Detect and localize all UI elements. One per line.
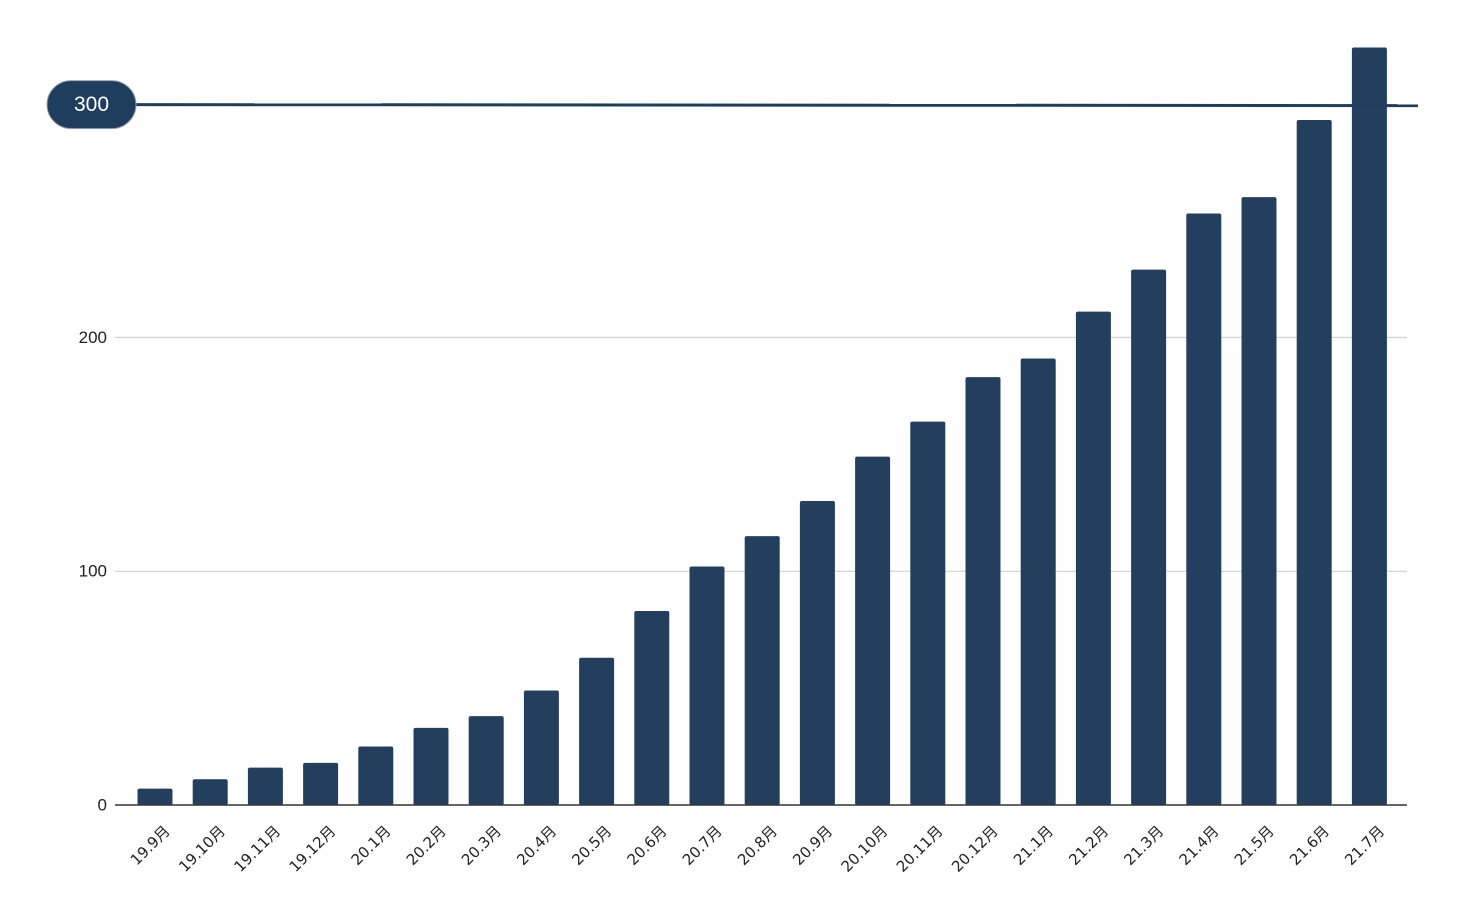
- bar: [137, 788, 173, 805]
- y-tick-label: 200: [79, 328, 107, 347]
- reference-line: [119, 103, 1419, 108]
- x-tick-label: 20.6月: [624, 822, 671, 869]
- x-tick-label: 21.2月: [1065, 822, 1112, 869]
- bar: [413, 727, 449, 805]
- bar: [689, 566, 725, 805]
- y-axis-tick-labels: 0 100 200: [79, 328, 107, 815]
- bar: [1075, 311, 1111, 805]
- bar: [634, 610, 670, 805]
- y-tick-label: 100: [79, 562, 107, 581]
- x-tick-label: 19.9月: [127, 822, 174, 869]
- reference-badge: [46, 80, 137, 130]
- reference-badge-label: 300: [74, 93, 109, 116]
- bar: [1186, 213, 1222, 806]
- bar: [965, 377, 1001, 805]
- x-tick-label: 21.5月: [1231, 822, 1278, 869]
- reference-line-group: 300: [46, 80, 1419, 130]
- y-tick-label: 0: [98, 796, 107, 815]
- x-tick-label: 21.6月: [1286, 822, 1333, 869]
- x-tick-label: 21.3月: [1120, 822, 1167, 869]
- bar: [1020, 358, 1056, 805]
- bar: [1241, 197, 1277, 805]
- bars: [137, 47, 1387, 806]
- x-axis-tick-labels: 19.9月 19.10月 19.11月 19.12月 20.1月 20.2月 20.3月 20…: [127, 822, 1388, 876]
- x-tick-label: 19.12月: [286, 822, 340, 876]
- x-tick-label: 20.10月: [838, 822, 892, 876]
- bar: [523, 690, 559, 805]
- bar: [1351, 47, 1387, 806]
- x-tick-label: 20.11月: [893, 822, 947, 876]
- bar: [1131, 269, 1167, 805]
- x-tick-label: 20.1月: [348, 822, 395, 869]
- bar: [799, 501, 835, 805]
- bar: [303, 762, 339, 805]
- bar: [247, 767, 283, 805]
- x-tick-label: 21.1月: [1010, 822, 1057, 869]
- x-tick-label: 21.4月: [1176, 822, 1223, 869]
- bar: [910, 421, 946, 805]
- bar: [744, 536, 780, 805]
- x-tick-label: 21.7月: [1341, 822, 1388, 869]
- bar: [358, 746, 394, 805]
- x-tick-label: 20.3月: [458, 822, 505, 869]
- bar: [468, 716, 504, 805]
- bar: [1296, 119, 1332, 805]
- x-tick-label: 19.10月: [175, 822, 229, 876]
- bar: [855, 456, 891, 805]
- x-tick-label: 20.8月: [734, 822, 781, 869]
- x-tick-label: 20.5月: [568, 822, 615, 869]
- bar: [192, 779, 228, 805]
- x-tick-label: 20.7月: [679, 822, 726, 869]
- x-tick-label: 20.9月: [789, 822, 836, 869]
- x-tick-label: 20.12月: [948, 822, 1002, 876]
- x-tick-label: 19.11月: [230, 822, 284, 876]
- bar: [579, 657, 615, 805]
- x-tick-label: 20.2月: [403, 822, 450, 869]
- x-tick-label: 20.4月: [513, 822, 560, 869]
